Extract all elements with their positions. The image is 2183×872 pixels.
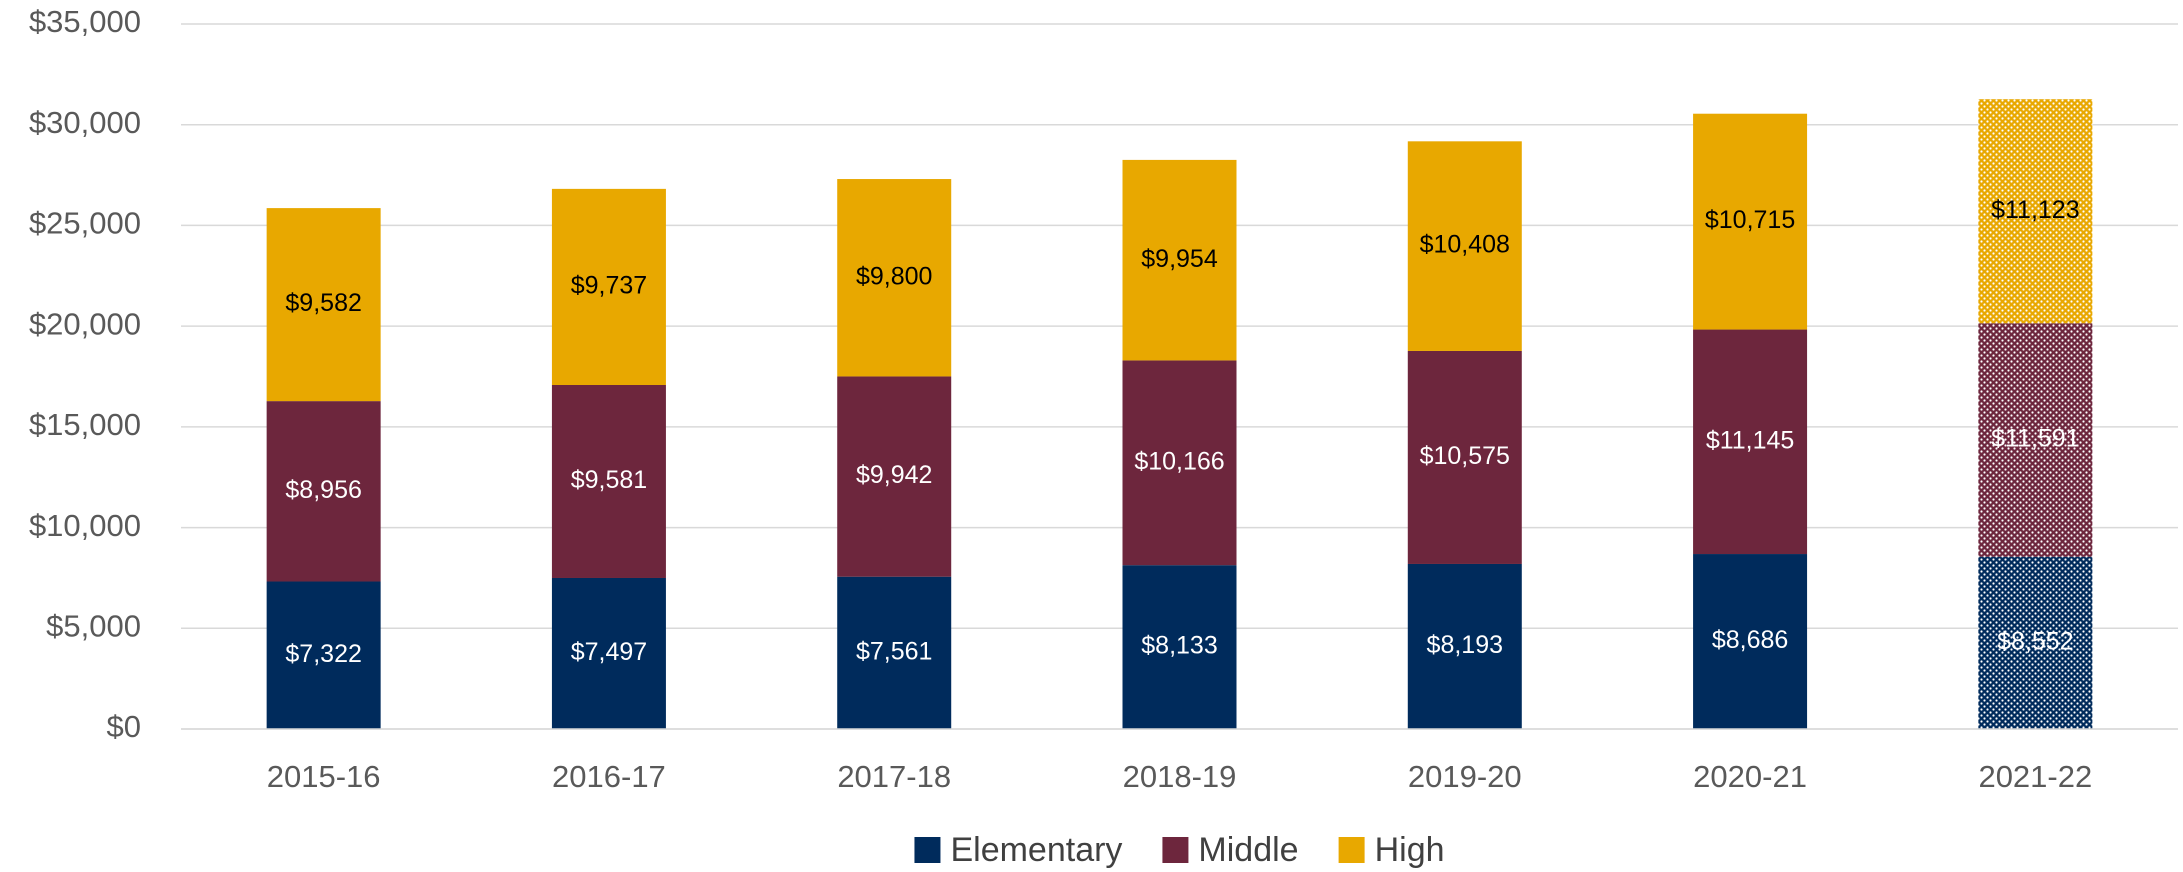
data-label: $8,686 (1712, 626, 1788, 654)
data-label: $9,581 (571, 466, 647, 494)
bar-segment (837, 576, 952, 729)
bar-segment (551, 188, 666, 386)
bar-segment (1978, 556, 2093, 729)
legend-label: High (1375, 831, 1445, 869)
legend-label: Elementary (950, 831, 1122, 869)
bar-segment (266, 208, 381, 402)
data-label: $9,737 (571, 272, 647, 300)
legend: Elementary Middle High (914, 831, 1445, 869)
bar-segment (1978, 99, 2093, 324)
data-label: $8,133 (1141, 632, 1217, 660)
y-tick-label: $30,000 (29, 105, 141, 140)
data-label: $9,942 (856, 461, 932, 489)
bar-segment (1693, 113, 1808, 330)
bar-segment (1693, 554, 1808, 729)
data-label: $11,591 (1991, 425, 2080, 453)
data-label: $7,561 (856, 637, 932, 665)
bar-segment (1122, 565, 1237, 729)
bar-segment (1407, 350, 1522, 564)
x-tick-label: 2021-22 (1978, 759, 2092, 794)
legend-label: Middle (1198, 831, 1298, 869)
data-label: $7,322 (285, 640, 361, 668)
bar-segment (551, 577, 666, 729)
data-label: $10,715 (1705, 206, 1795, 234)
data-label: $11,123 (1991, 196, 2080, 224)
data-label: $9,800 (856, 262, 932, 290)
bar-segment (837, 179, 952, 377)
bar-segment (1978, 323, 2093, 557)
y-tick-label: $25,000 (29, 206, 141, 241)
x-tick-label: 2017-18 (837, 759, 951, 794)
data-label: $10,166 (1134, 447, 1224, 475)
bar-segment (1407, 563, 1522, 729)
data-label: $10,575 (1420, 442, 1510, 470)
legend-swatch (914, 837, 941, 863)
bar-segment (266, 581, 381, 729)
data-label: $9,582 (285, 289, 361, 317)
bar-segment (551, 385, 666, 578)
data-label: $8,956 (285, 476, 361, 504)
data-label: $8,193 (1427, 631, 1503, 659)
bar-segment (837, 376, 952, 577)
data-label: $7,497 (571, 638, 647, 666)
bar-segment (1122, 159, 1237, 361)
bar-segment (1122, 360, 1237, 566)
y-tick-label: $20,000 (29, 306, 141, 341)
data-label: $8,552 (1997, 627, 2073, 655)
bar-segment (266, 401, 381, 582)
y-tick-label: $35,000 (29, 4, 141, 39)
legend-swatch (1338, 837, 1365, 863)
data-label: $9,954 (1141, 245, 1218, 273)
y-tick-label: $0 (107, 709, 141, 744)
y-tick-label: $5,000 (46, 608, 141, 643)
legend-swatch (1162, 837, 1189, 863)
bar-segment (1693, 329, 1808, 555)
x-tick-label: 2018-19 (1123, 759, 1237, 794)
data-label: $11,145 (1706, 426, 1795, 454)
data-label: $10,408 (1420, 231, 1510, 259)
y-tick-label: $10,000 (29, 508, 141, 543)
x-tick-label: 2019-20 (1408, 759, 1522, 794)
x-tick-label: 2020-21 (1693, 759, 1807, 794)
bar-segment (1407, 141, 1522, 351)
x-tick-label: 2016-17 (552, 759, 666, 794)
y-tick-label: $15,000 (29, 407, 141, 442)
x-tick-label: 2015-16 (267, 759, 381, 794)
